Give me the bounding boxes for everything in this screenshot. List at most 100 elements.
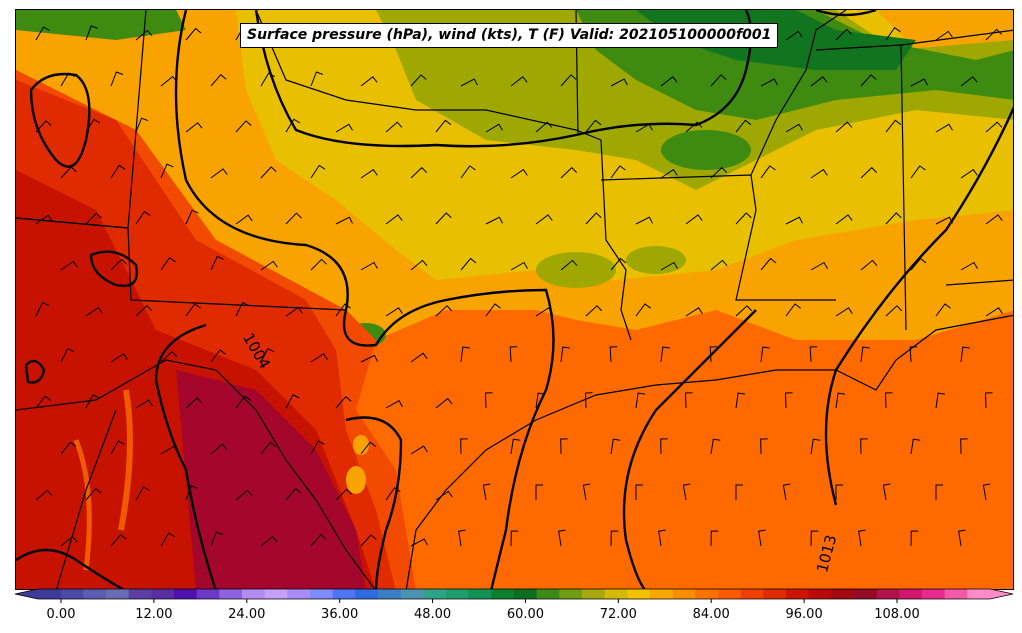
wind-barb (860, 74, 877, 87)
wind-barb (960, 438, 968, 455)
wind-barb (435, 212, 452, 225)
colorbar-strip (14, 588, 1014, 603)
wind-barb (635, 484, 643, 500)
wind-barb (835, 121, 853, 133)
wind-barb (935, 484, 943, 500)
colorbar-swatch (582, 589, 606, 599)
wind-barb (982, 483, 991, 501)
wind-barb (835, 484, 843, 500)
isobars (16, 10, 1013, 589)
wind-barb (560, 166, 578, 179)
colorbar-swatch (128, 589, 152, 599)
wind-barb (110, 440, 125, 455)
wind-barb (660, 76, 678, 87)
wind-barb (210, 531, 224, 547)
temp-region-corner-green (16, 10, 186, 40)
colorbar-swatch (536, 589, 560, 599)
colorbar-swatch (151, 589, 175, 599)
colorbar-swatch (808, 589, 832, 599)
border-tn (900, 29, 1013, 46)
wind-barb (635, 216, 653, 225)
wind-barb (160, 532, 175, 547)
colorbar-tick-label: 60.00 (506, 607, 545, 622)
colorbar-swatch (627, 589, 651, 599)
wind-barb (985, 28, 1002, 41)
wind-barb (60, 260, 78, 271)
colorbar-swatch (672, 589, 696, 599)
wind-barb (235, 395, 252, 409)
colorbar-swatch (967, 589, 991, 599)
colorbar-swatch (876, 589, 900, 599)
border-tx-panhandle (127, 227, 347, 311)
colorbar-swatch (446, 589, 470, 599)
wind-barb (435, 119, 452, 133)
temp-blob-1 (536, 252, 616, 288)
isobar-closed-w (89, 250, 138, 287)
wind-barb (582, 483, 591, 501)
colorbar-swatch (559, 589, 583, 599)
wind-barb (435, 397, 453, 409)
wind-barb (535, 484, 543, 500)
wind-barb (310, 353, 328, 363)
wind-barb (535, 307, 553, 317)
colorbar-swatch (763, 589, 787, 599)
wind-barb (410, 352, 428, 363)
wind-barb (584, 392, 593, 409)
wind-barb (310, 440, 325, 455)
wind-barb (609, 346, 618, 363)
wind-barb (85, 212, 102, 225)
wind-barb (35, 214, 53, 225)
border-tx-la (600, 139, 632, 341)
wind-barb (685, 121, 703, 133)
wind-barb (485, 303, 501, 317)
colorbar-swatch (854, 589, 878, 599)
weather-map: 1004 1013 Surface pressure (hPa), wind (… (15, 9, 1014, 590)
wind-barb (385, 400, 403, 409)
colorbar-swatch (831, 589, 855, 599)
wind-barb (935, 123, 953, 133)
wind-barb (685, 214, 703, 225)
temp-streak-1 (118, 389, 133, 531)
wind-barb (960, 76, 978, 87)
wind-barb (360, 261, 378, 271)
wind-barb (160, 351, 178, 363)
wind-barb (985, 307, 1003, 317)
colorbar-swatch (264, 589, 288, 599)
wind-barb (610, 438, 621, 455)
border-mexico (16, 359, 376, 589)
wind-barb (210, 349, 226, 363)
wind-barb (110, 258, 127, 271)
wind-barb (484, 392, 493, 409)
wind-barb (809, 346, 818, 363)
wind-barb (185, 122, 203, 133)
colorbar-tick-label: 0.00 (46, 607, 76, 622)
colorbar-extend-high (990, 589, 1013, 599)
wind-barb (310, 258, 327, 271)
wind-barb (135, 399, 153, 409)
wind-barb (760, 165, 776, 179)
wind-barb (860, 259, 878, 271)
wind-barb (660, 168, 678, 179)
wind-barb (410, 74, 427, 87)
wind-barb (710, 74, 727, 87)
colorbar-swatch (922, 589, 946, 599)
wind-barb (385, 487, 401, 501)
wind-barb (658, 529, 666, 547)
wind-barb (135, 486, 150, 501)
colorbar-swatch (60, 589, 84, 599)
colorbar-swatch (174, 589, 198, 599)
wind-barb (485, 216, 503, 225)
wind-barb (135, 117, 149, 133)
wind-barb (285, 118, 301, 133)
wind-barb (485, 123, 503, 133)
wind-barb (460, 78, 478, 87)
wind-barb (435, 490, 453, 501)
wind-barb (682, 483, 691, 501)
wind-barb (710, 530, 719, 547)
temp-blob-2 (626, 246, 686, 274)
wind-barb (160, 75, 178, 87)
wind-barb (260, 535, 278, 547)
wind-barb (810, 261, 828, 271)
wind-barb (185, 397, 203, 409)
border-ar-la (600, 174, 836, 301)
